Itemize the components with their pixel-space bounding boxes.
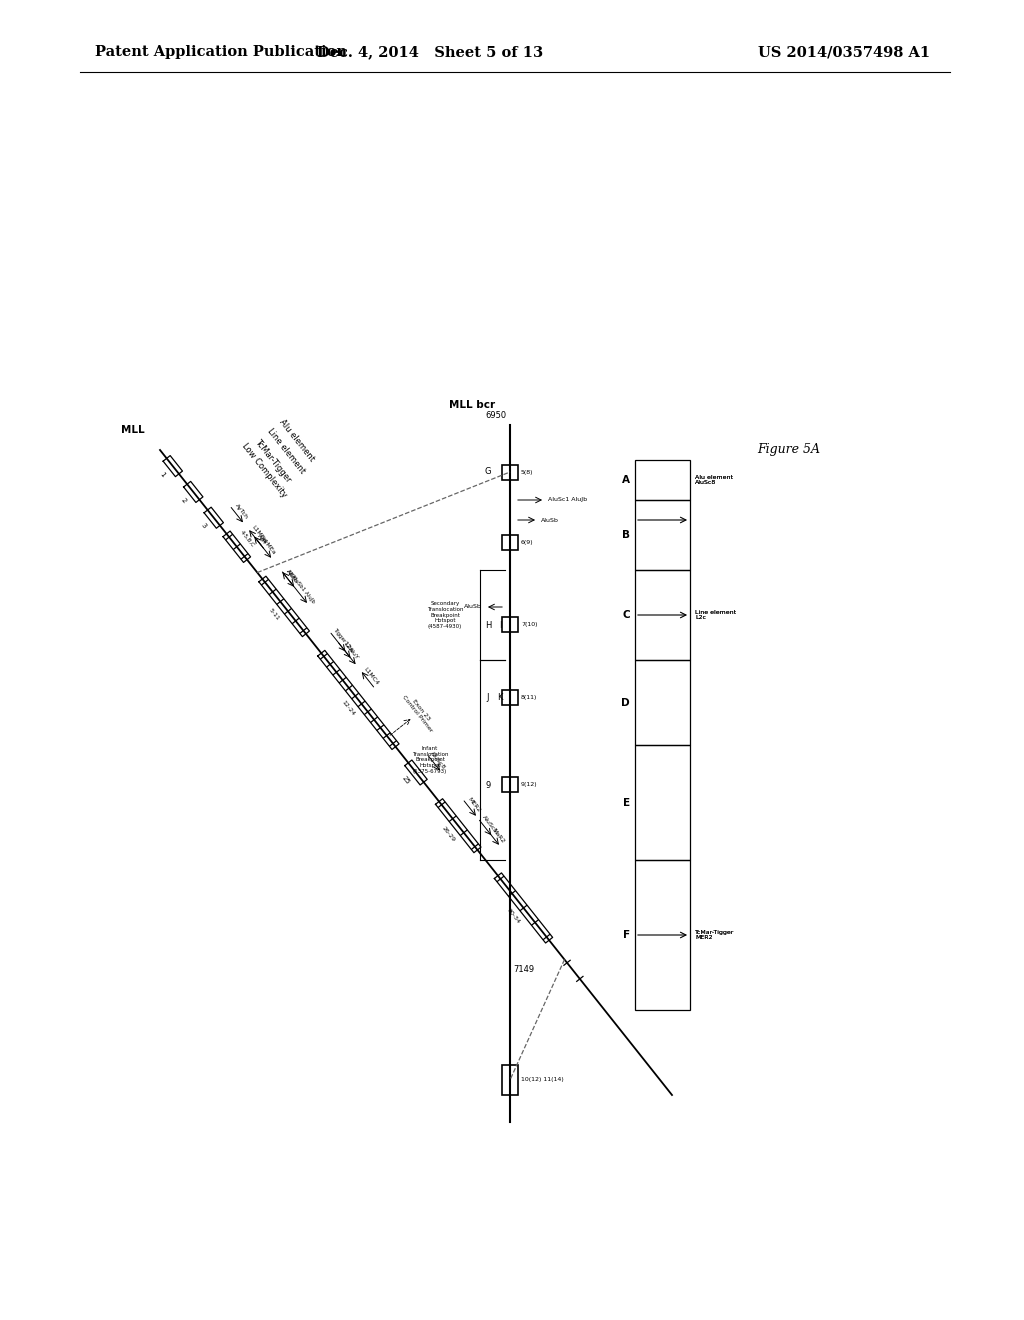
Bar (635, 500, 690, 570)
Text: Alu element: Alu element (278, 418, 316, 463)
Bar (635, 570, 690, 660)
Text: E: E (623, 797, 630, 808)
Text: AluSb: AluSb (541, 517, 559, 523)
Text: D: D (622, 697, 630, 708)
Text: 5-11: 5-11 (267, 607, 281, 622)
Text: A: A (622, 475, 630, 484)
Text: 26-29: 26-29 (440, 825, 456, 842)
Text: Low Complexity: Low Complexity (240, 442, 289, 499)
Text: AluY: AluY (347, 647, 359, 661)
Bar (502, 1065, 518, 1096)
Bar (635, 660, 690, 744)
Text: Line element
L2c: Line element L2c (695, 610, 736, 620)
Text: 6(9): 6(9) (521, 540, 534, 545)
Text: 9: 9 (485, 780, 490, 789)
Text: I: I (499, 620, 502, 630)
Text: Secondary
Translocation
Breakpoint
Hotspot
(4587-4930): Secondary Translocation Breakpoint Hotsp… (427, 601, 463, 630)
Text: AyTch: AyTch (233, 503, 249, 520)
Text: Line element
L2c: Line element L2c (695, 610, 736, 620)
Bar (502, 465, 518, 480)
Text: 8(11): 8(11) (521, 696, 538, 700)
Bar (635, 861, 690, 1010)
Text: TcMar-Tigger: TcMar-Tigger (253, 437, 292, 484)
Text: Alu element
AluSc8: Alu element AluSc8 (695, 475, 733, 486)
Text: AluSc1 AluJb: AluSc1 AluJb (548, 498, 587, 503)
Text: L1MC4: L1MC4 (364, 667, 380, 686)
Text: 6950: 6950 (485, 411, 507, 420)
Text: 12-24: 12-24 (341, 700, 355, 717)
Text: 1: 1 (159, 471, 166, 478)
Text: TcMar-Tigger
MER2: TcMar-Tigger MER2 (695, 929, 734, 940)
Text: B: B (622, 531, 630, 540)
Text: Figure 5A: Figure 5A (757, 444, 820, 457)
Text: 4-5,B,C: 4-5,B,C (239, 529, 255, 548)
Text: 25: 25 (400, 775, 411, 785)
Text: L1MEa: L1MEa (251, 525, 267, 544)
Text: Alu element
AluSc8: Alu element AluSc8 (695, 475, 733, 486)
Bar (635, 459, 690, 500)
Text: AluSb: AluSb (464, 605, 482, 610)
Text: 5(8): 5(8) (521, 470, 534, 475)
Text: MaR2: MaR2 (490, 828, 506, 845)
Text: Line element: Line element (265, 426, 306, 475)
Bar (502, 777, 518, 792)
Bar (502, 616, 518, 632)
Text: Dec. 4, 2014   Sheet 5 of 13: Dec. 4, 2014 Sheet 5 of 13 (317, 45, 543, 59)
Text: 10(12) 11(14): 10(12) 11(14) (521, 1077, 564, 1082)
Text: K: K (498, 693, 503, 702)
Text: US 2014/0357498 A1: US 2014/0357498 A1 (758, 45, 930, 59)
Bar (502, 690, 518, 705)
Text: Infant
Translocation
Breakpoint
Hotspot
(5375-6793): Infant Translocation Breakpoint Hotspot … (412, 746, 449, 774)
Text: AluJb: AluJb (286, 569, 299, 585)
Text: L2a: L2a (343, 642, 354, 653)
Text: 30-34: 30-34 (506, 907, 521, 925)
Text: MLL bcr: MLL bcr (449, 400, 495, 411)
Text: C: C (623, 610, 630, 620)
Text: Exon 23
Control Primer: Exon 23 Control Primer (400, 692, 437, 734)
Text: AluSb1 AluJb: AluSb1 AluJb (290, 574, 315, 605)
Text: J: J (486, 693, 489, 702)
Text: ABY: ABY (256, 533, 267, 546)
Text: AluSc1: AluSc1 (481, 814, 498, 834)
Text: F: F (623, 931, 630, 940)
Text: 7149: 7149 (513, 965, 535, 974)
Text: Patent Application Publication: Patent Application Publication (95, 45, 347, 59)
Text: G: G (484, 467, 492, 477)
Bar (502, 535, 518, 550)
Bar (635, 744, 690, 861)
Text: 7(10): 7(10) (521, 622, 538, 627)
Text: L1MEa: L1MEa (259, 536, 276, 556)
Text: 2: 2 (179, 496, 186, 504)
Text: MER2: MER2 (467, 797, 481, 813)
Text: ABY: ABY (286, 569, 297, 581)
Text: 9(12): 9(12) (521, 781, 538, 787)
Text: 3: 3 (200, 523, 207, 529)
Text: TcMar-Tigger
MER2: TcMar-Tigger MER2 (695, 929, 734, 940)
Text: MLL: MLL (122, 425, 145, 436)
Text: Tigger12c: Tigger12c (332, 627, 352, 652)
Text: AluSc8: AluSc8 (430, 750, 446, 770)
Text: H: H (484, 620, 492, 630)
